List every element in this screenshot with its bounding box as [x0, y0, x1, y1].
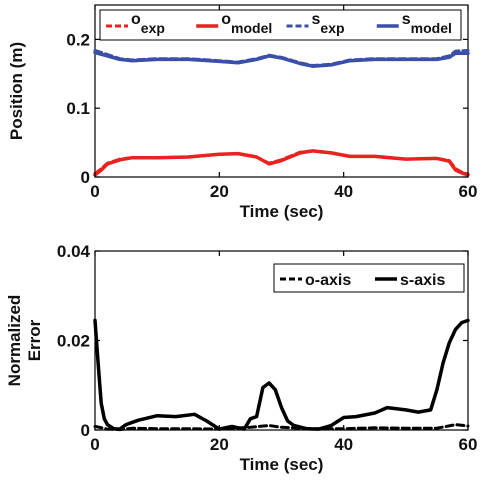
legend-label-base: s: [312, 11, 321, 28]
legend-label-s-model: smodel: [402, 11, 452, 36]
legend-label-s-exp: sexp: [312, 11, 345, 36]
x-tick-label: 40: [334, 435, 353, 454]
series-line-o-axis: [93, 423, 470, 432]
legend-box: [273, 263, 465, 293]
x-tick-label: 60: [459, 435, 478, 454]
series-line-s-axis: [93, 318, 470, 431]
legend-label-subscript: model: [231, 20, 272, 36]
y-tick-label: 0.02: [57, 332, 90, 351]
y-axis-label: Position (m): [7, 42, 26, 140]
y-tick-label: 0: [81, 421, 90, 440]
series-line-s-model: [93, 50, 470, 68]
legend: o-axis s-axis: [273, 263, 465, 293]
series-line-o-model: [93, 149, 470, 177]
y-axis-label-line: Normalized: [5, 295, 24, 387]
legend-label-base: o: [131, 11, 141, 28]
legend-label-base: o-axis: [305, 272, 351, 289]
legend-label-o-model: omodel: [221, 11, 272, 36]
legend-label-s-axis: s-axis: [400, 272, 445, 289]
y-tick-label: 0.2: [66, 30, 90, 49]
y-tick-label: 0: [81, 168, 90, 187]
legend-label-o-exp: oexp: [131, 11, 165, 36]
y-axis-label-line: Error: [25, 319, 44, 361]
legend-label-base: o: [221, 11, 231, 28]
x-tick-label: 20: [210, 182, 229, 201]
x-tick-label: 20: [210, 435, 229, 454]
chart-2: 0 20 40 60 0 0.02 0.04 Time (sec) NormalizedErro…: [5, 242, 477, 474]
legend-label-subscript: exp: [141, 20, 165, 36]
plot-frame: [94, 4, 469, 178]
x-tick-label: 0: [90, 435, 99, 454]
y-tick-label: 0.04: [57, 242, 91, 261]
x-axis-label: Time (sec): [240, 202, 324, 221]
legend-box: [99, 9, 462, 41]
legend-label-base: s: [402, 11, 411, 28]
legend-label-subscript: exp: [320, 20, 344, 36]
legend-label-subscript: model: [411, 20, 452, 36]
x-axis-label: Time (sec): [240, 455, 324, 474]
x-tick-label: 40: [334, 182, 353, 201]
legend-label-o-axis: o-axis: [305, 272, 351, 289]
series-line-o-exp: [93, 149, 470, 176]
x-tick-label: 60: [459, 182, 478, 201]
y-axis-label: NormalizedError: [5, 295, 44, 387]
x-tick-label: 0: [90, 182, 99, 201]
y-tick-label: 0.1: [66, 99, 90, 118]
legend-label-base: s-axis: [400, 272, 445, 289]
legend: oexp omodel sexp smodel: [99, 9, 462, 41]
